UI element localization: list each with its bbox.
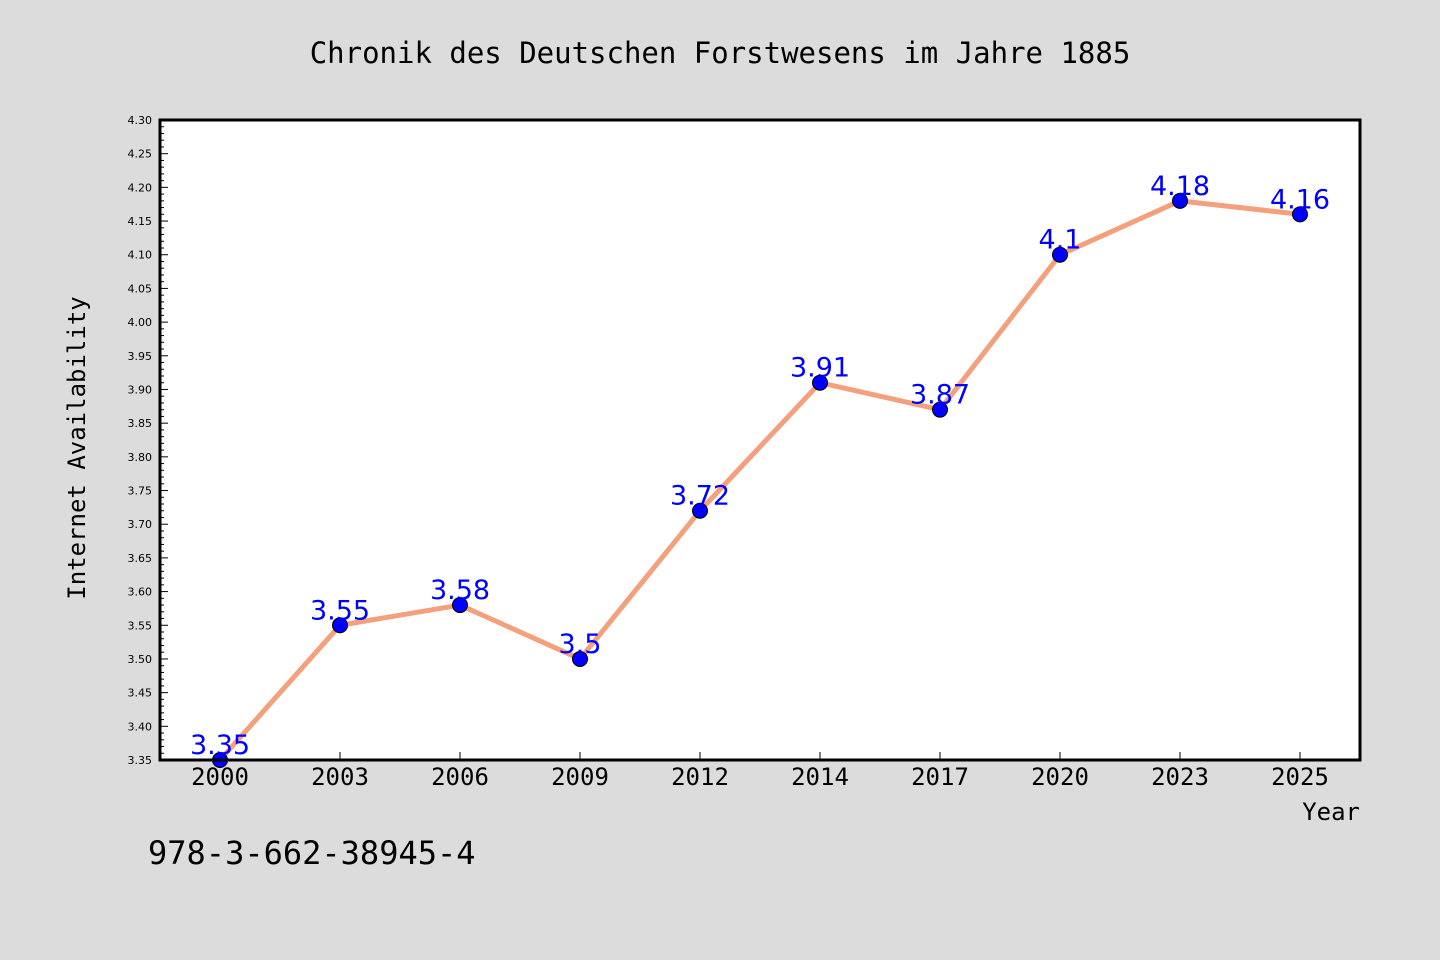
series-group: 3.35 3.55 3.58 3.5 3.72 3.91 3.87 4.1 4.18 4.16: [190, 171, 1330, 768]
x-tick-label: 2020: [1031, 763, 1089, 791]
data-label: 3.5: [559, 629, 602, 660]
data-label: 3.72: [670, 481, 730, 512]
data-point: [572, 650, 588, 667]
y-tick-label: 4.30: [128, 114, 153, 127]
data-point: [1292, 206, 1308, 223]
x-tick-label: 2006: [431, 763, 489, 791]
data-point: [692, 502, 708, 519]
y-tick-label: 3.75: [128, 485, 153, 498]
chart-title: Chronik des Deutschen Forstwesens im Jah…: [310, 36, 1131, 70]
y-tick-label: 3.55: [128, 619, 153, 632]
y-tick-label: 4.00: [128, 316, 153, 329]
plot-frame: [158, 118, 1362, 762]
y-axis-ticks: 3.35 3.40 3.45 3.50 3.55 3.60 3.65 3.70 3.75 3.80…: [128, 114, 168, 767]
x-tick-label: 2025: [1271, 763, 1329, 791]
series-line: [218, 198, 1301, 762]
y-tick-label: 3.40: [128, 720, 153, 733]
y-tick-label: 3.90: [128, 383, 153, 396]
x-tick-label: 2023: [1151, 763, 1209, 791]
data-point: [932, 401, 948, 418]
data-label: 3.35: [190, 730, 250, 761]
y-tick-label: 3.70: [128, 518, 153, 531]
x-axis-ticks: 2000 2003 2006 2009 2012 2014 2017 2020 2023 2025: [191, 752, 1329, 791]
x-tick-label: 2012: [671, 763, 729, 791]
y-tick-label: 3.65: [128, 552, 153, 565]
y-tick-label: 3.85: [128, 417, 153, 430]
data-label: 3.58: [430, 575, 490, 606]
y-tick-label: 4.20: [128, 181, 153, 194]
y-tick-label: 3.60: [128, 586, 153, 599]
y-tick-label: 4.10: [128, 249, 153, 262]
data-point: [1052, 246, 1068, 263]
x-tick-label: 2003: [311, 763, 369, 791]
data-label: 4.1: [1039, 225, 1082, 256]
y-tick-label: 3.95: [128, 350, 153, 363]
isbn-text: 978-3-662-38945-4: [148, 834, 476, 872]
data-label: 4.18: [1150, 171, 1210, 202]
data-point: [1172, 192, 1188, 209]
y-axis-label: Internet Availability: [63, 296, 91, 599]
y-tick-label: 3.80: [128, 451, 153, 464]
data-point: [812, 374, 828, 391]
data-label: 4.16: [1270, 184, 1330, 215]
x-tick-label: 2009: [551, 763, 609, 791]
x-tick-label: 2017: [911, 763, 969, 791]
y-tick-label: 3.50: [128, 653, 153, 666]
data-label: 3.55: [310, 595, 370, 626]
data-label: 3.87: [910, 380, 970, 411]
plot-area: [160, 120, 1360, 760]
y-tick-label: 3.35: [128, 754, 153, 767]
data-point: [452, 597, 468, 614]
data-label: 3.91: [790, 353, 850, 384]
x-tick-label: 2014: [791, 763, 849, 791]
y-tick-label: 4.25: [128, 148, 153, 161]
data-point: [332, 617, 348, 634]
x-axis-label: Year: [1302, 798, 1360, 826]
y-tick-label: 4.05: [128, 282, 153, 295]
y-tick-label: 3.45: [128, 687, 153, 700]
y-tick-label: 4.15: [128, 215, 153, 228]
